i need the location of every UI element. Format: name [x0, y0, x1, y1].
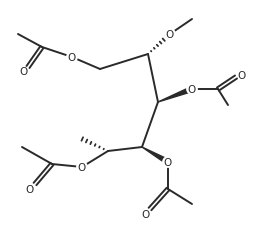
Text: O: O [68, 53, 76, 63]
Text: O: O [26, 184, 34, 194]
Circle shape [67, 53, 77, 63]
Circle shape [77, 162, 87, 173]
Text: O: O [164, 158, 172, 167]
Circle shape [165, 30, 175, 40]
Circle shape [163, 157, 173, 168]
Circle shape [187, 84, 197, 95]
Text: O: O [142, 209, 150, 219]
Text: O: O [78, 162, 86, 172]
Polygon shape [142, 147, 169, 165]
Polygon shape [158, 87, 193, 103]
Text: O: O [20, 67, 28, 77]
Text: O: O [166, 30, 174, 40]
Text: O: O [238, 71, 246, 81]
Text: O: O [188, 85, 196, 94]
